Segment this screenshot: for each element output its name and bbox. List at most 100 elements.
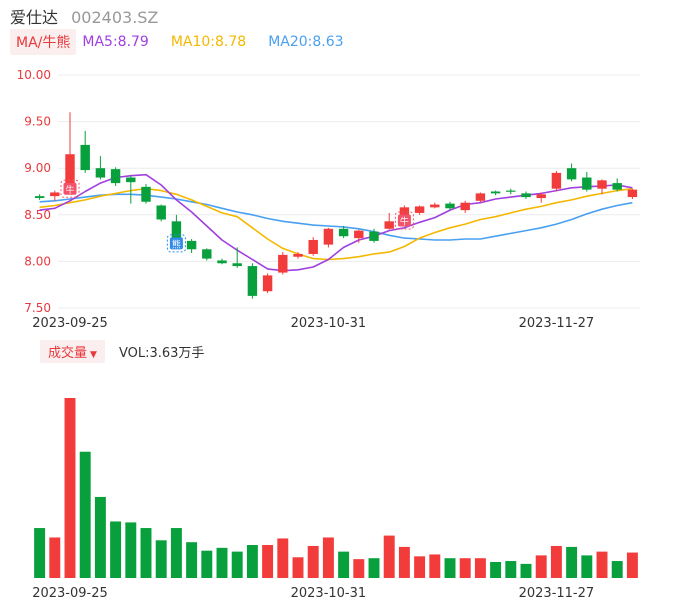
- volume-bar: [49, 537, 61, 578]
- volume-bar: [246, 545, 258, 578]
- x-tick-label: 2023-09-25: [32, 586, 108, 601]
- candle-body: [293, 253, 303, 257]
- candle-body: [566, 168, 577, 180]
- y-tick-label: 7.50: [24, 301, 51, 315]
- volume-value: VOL:3.63万手: [118, 345, 205, 361]
- stock-name: 爱仕达: [10, 8, 59, 27]
- volume-bar: [262, 545, 274, 578]
- volume-bar: [596, 551, 608, 578]
- candle-body: [597, 180, 607, 189]
- candle-body: [50, 192, 60, 197]
- candle-body: [536, 194, 546, 199]
- candle-body: [186, 240, 197, 250]
- ma10-line: [39, 187, 633, 261]
- volume-bar: [125, 522, 137, 578]
- candle-body: [384, 221, 394, 229]
- candle-body: [475, 193, 486, 201]
- bull-marker-frame: [60, 179, 80, 198]
- candle-body: [95, 168, 106, 178]
- candle-body: [430, 204, 440, 208]
- volume-indicator-toggle[interactable]: 成交量 ▼: [40, 339, 105, 363]
- bull-marker: [63, 182, 77, 195]
- volume-bar: [353, 559, 365, 578]
- volume-bar: [505, 561, 517, 578]
- ma-indicator-toggle[interactable]: MA/牛熊: [10, 29, 77, 55]
- ma20-legend: MA20:8.63: [268, 34, 344, 50]
- candle-body: [171, 221, 182, 241]
- candle-body: [612, 183, 622, 190]
- volume-bar: [550, 545, 562, 578]
- candle-body: [202, 249, 212, 259]
- volume-bar: [444, 558, 456, 578]
- stock-header: 爱仕达 002403.SZ: [10, 4, 159, 27]
- x-tick-label: 2023-10-31: [291, 316, 367, 331]
- volume-bar: [231, 551, 243, 578]
- ma-legend: MA/牛熊 MA5:8.79 MA10:8.78 MA20:8.63: [10, 29, 344, 55]
- y-tick-label: 8.00: [24, 254, 51, 268]
- candle-body: [323, 228, 334, 245]
- volume-bar: [581, 555, 593, 578]
- bear-marker-label: 熊: [172, 238, 181, 250]
- ma5-legend: MA5:8.79: [82, 34, 149, 50]
- volume-bar: [429, 554, 441, 578]
- volume-bar: [322, 537, 334, 578]
- y-tick-label: 8.50: [24, 208, 51, 222]
- candle-body: [506, 190, 516, 192]
- bull-marker-label: 牛: [400, 215, 409, 227]
- candle-body: [247, 266, 258, 296]
- candle-body: [490, 191, 501, 194]
- volume-bar: [94, 496, 106, 578]
- candle-body: [399, 207, 410, 222]
- volume-bar: [34, 528, 46, 578]
- candle-body: [262, 275, 273, 292]
- volume-bar: [398, 546, 410, 578]
- candle-body: [521, 193, 531, 198]
- candle-body: [354, 230, 364, 239]
- volume-bar: [140, 528, 152, 578]
- volume-bar: [216, 547, 228, 578]
- volume-bar: [201, 550, 213, 578]
- caret-down-icon: ▼: [90, 349, 97, 360]
- candle-body: [278, 254, 288, 273]
- volume-bar: [368, 558, 380, 578]
- candle-body: [156, 205, 166, 220]
- candle-body: [308, 239, 318, 254]
- stock-code: 002403.SZ: [71, 8, 159, 27]
- volume-bar: [64, 398, 76, 578]
- x-tick-label: 2023-11-27: [519, 316, 595, 331]
- ma20-line: [39, 193, 633, 241]
- volume-bar: [535, 555, 547, 578]
- volume-bar: [459, 558, 471, 578]
- candle-body: [414, 206, 425, 213]
- candle-body: [338, 228, 349, 237]
- bear-marker: [169, 237, 183, 250]
- candle-body: [217, 260, 227, 264]
- x-tick-label: 2023-09-25: [32, 316, 108, 331]
- volume-bar: [307, 545, 319, 578]
- volume-bar: [383, 535, 395, 578]
- volume-bar: [520, 563, 532, 578]
- y-tick-label: 9.00: [24, 161, 51, 175]
- volume-toggle-label: 成交量: [48, 345, 88, 361]
- candle-body: [126, 177, 136, 183]
- volume-bar: [277, 538, 289, 578]
- candle-body: [445, 203, 455, 209]
- ma10-legend: MA10:8.78: [170, 34, 247, 50]
- bull-marker-frame: [394, 211, 414, 230]
- bull-marker: [397, 214, 411, 227]
- volume-bar: [490, 561, 502, 578]
- volume-bar: [110, 521, 122, 578]
- candle-body: [141, 186, 151, 202]
- x-tick-label: 2023-10-31: [291, 586, 367, 601]
- bull-marker-label: 牛: [65, 184, 74, 196]
- volume-bar: [79, 451, 91, 578]
- volume-bar: [338, 551, 350, 578]
- volume-bar: [414, 556, 426, 578]
- candle-body: [65, 154, 75, 191]
- candle-body: [551, 172, 562, 189]
- ma5-line: [39, 173, 633, 272]
- y-tick-label: 9.50: [24, 115, 51, 129]
- candle-body: [80, 144, 90, 171]
- volume-bar: [626, 552, 638, 578]
